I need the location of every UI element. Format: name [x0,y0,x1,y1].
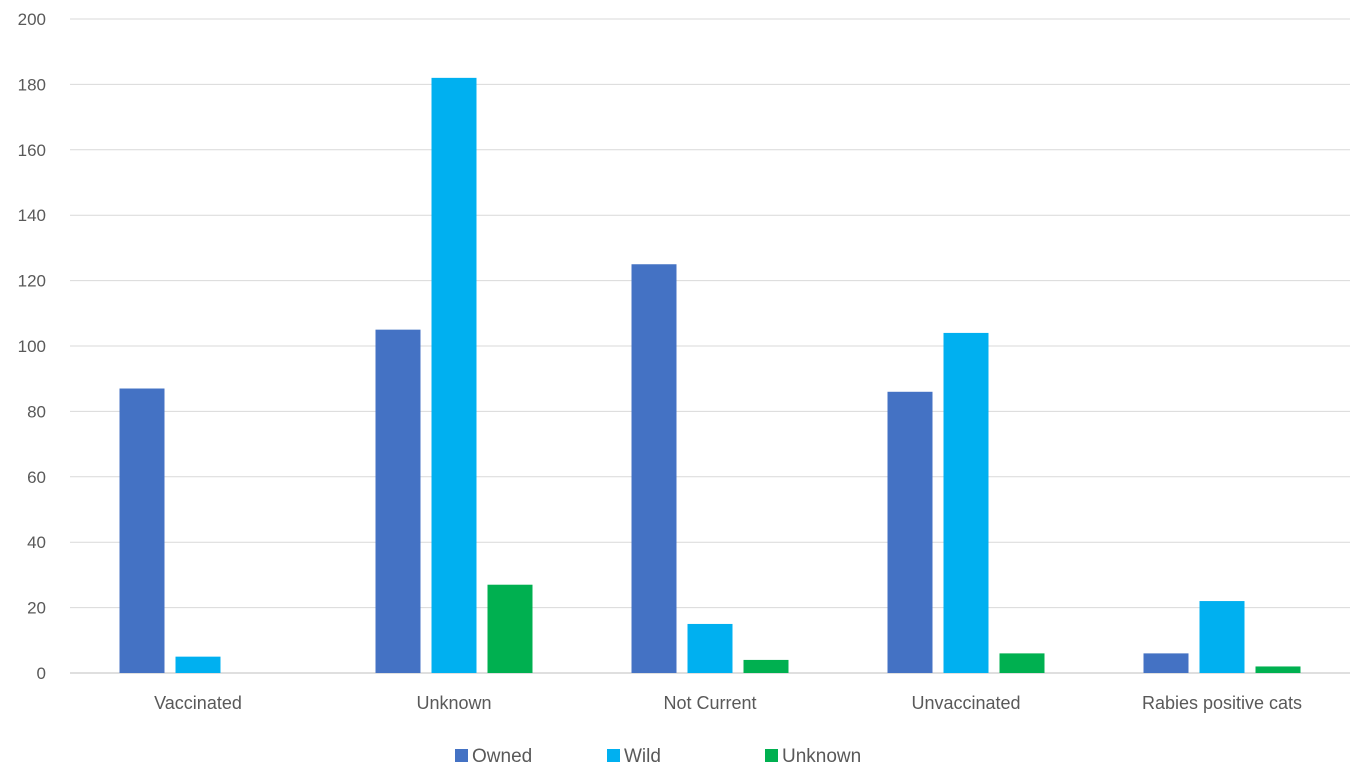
gridlines [70,18,1350,674]
bar-owned [631,264,677,673]
x-tick-label: Unvaccinated [911,693,1020,713]
x-tick-label: Rabies positive cats [1142,693,1302,713]
x-tick-label: Unknown [416,693,491,713]
legend-label: Unknown [782,746,861,767]
bar-owned [1143,653,1189,673]
bar-unknown [487,584,533,673]
bar-owned [887,391,933,673]
legend-swatch [455,749,468,762]
y-axis-ticks: 0 20 40 60 80 100 120 140 160 180 200 [18,10,46,683]
x-tick-label: Not Current [663,693,756,713]
y-tick-label: 40 [27,533,46,552]
legend-item: Wild [607,746,661,767]
x-tick-label: Vaccinated [154,693,242,713]
y-tick-label: 60 [27,468,46,487]
legend-item: Owned [455,746,532,767]
y-tick-label: 100 [18,337,46,356]
y-tick-label: 0 [37,664,46,683]
legend-swatch [607,749,620,762]
y-tick-label: 20 [27,599,46,618]
y-tick-label: 120 [18,272,46,291]
bar-wild [943,332,989,673]
y-tick-label: 140 [18,206,46,225]
legend: Owned Wild Unknown [455,746,861,767]
legend-swatch [765,749,778,762]
bar-unknown [999,653,1045,673]
bar-owned [375,329,421,673]
bars [119,77,1301,674]
y-tick-label: 80 [27,402,46,421]
bar-wild [687,623,733,673]
bar-unknown [743,659,789,673]
y-tick-label: 180 [18,75,46,94]
bar-owned [119,388,165,673]
bar-wild [175,656,221,673]
bar-wild [431,77,477,674]
bar-unknown [1255,666,1301,673]
y-tick-label: 160 [18,141,46,160]
x-axis-ticks: Vaccinated Unknown Not Current Unvaccinated… [154,693,1302,713]
legend-label: Wild [624,746,661,767]
bar-wild [1199,601,1245,673]
y-tick-label: 200 [18,10,46,29]
legend-label: Owned [472,746,532,767]
legend-item: Unknown [765,746,861,767]
